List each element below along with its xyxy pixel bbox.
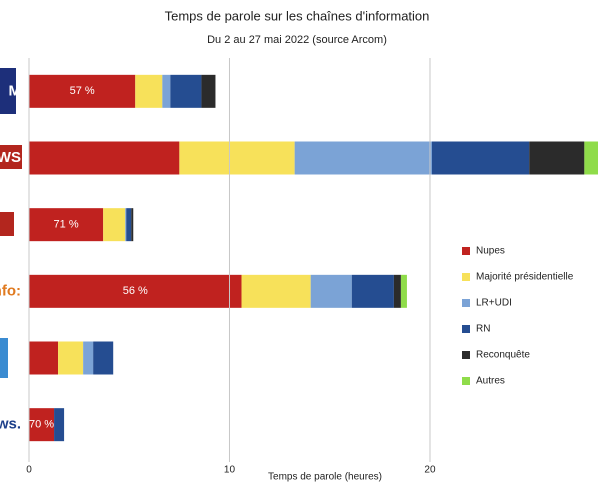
logo-box xyxy=(0,212,14,236)
x-tick-label: 0 xyxy=(26,465,32,476)
x-axis-label: Temps de parole (heures) xyxy=(268,472,382,483)
bar-segment xyxy=(393,274,401,308)
bar-segment xyxy=(529,141,585,175)
plot xyxy=(29,74,598,442)
legend-swatch xyxy=(462,273,470,281)
bar-segment xyxy=(179,141,295,175)
share-label: 57 % xyxy=(70,85,95,97)
bar-segment xyxy=(310,274,352,308)
bar-segment xyxy=(29,408,55,442)
bar-segment xyxy=(131,208,134,242)
legend-label: RN xyxy=(476,324,490,335)
bar-segment xyxy=(54,408,65,442)
bar-segment xyxy=(83,341,94,375)
category-label: M xyxy=(9,82,22,99)
legend-swatch xyxy=(462,299,470,307)
legend-swatch xyxy=(462,325,470,333)
category-label: WS xyxy=(0,149,21,166)
legend-swatch xyxy=(462,247,470,255)
bar-segment xyxy=(126,208,132,242)
bar-segment xyxy=(29,74,136,108)
legend-label: Reconquête xyxy=(476,350,530,361)
chart-title: Temps de parole sur les chaînes d'inform… xyxy=(165,8,430,23)
share-label: 70 % xyxy=(29,419,54,431)
x-tick-label: 10 xyxy=(224,465,236,476)
legend-label: LR+UDI xyxy=(476,298,512,309)
bar-segment xyxy=(58,341,84,375)
bar-segment xyxy=(170,74,202,108)
bar-segment xyxy=(201,74,216,108)
legend-swatch xyxy=(462,351,470,359)
category-label: nfo: xyxy=(0,282,21,299)
legend-label: Autres xyxy=(476,376,505,387)
category-label: ws. xyxy=(0,416,21,433)
bar-segment xyxy=(29,274,242,308)
x-tick-label: 20 xyxy=(424,465,436,476)
bar-segment xyxy=(93,341,114,375)
bar-segment xyxy=(135,74,163,108)
legend-label: Majorité présidentielle xyxy=(476,272,574,283)
bar-segment xyxy=(241,274,311,308)
logo-box xyxy=(0,145,22,169)
bar-segment xyxy=(125,208,127,242)
bar-segment xyxy=(162,74,171,108)
bar-segment xyxy=(103,208,126,242)
share-label: 56 % xyxy=(123,285,148,297)
category-label: I xyxy=(17,216,21,233)
bar-segment xyxy=(400,274,407,308)
legend-swatch xyxy=(462,377,470,385)
bar-segment xyxy=(351,274,394,308)
logo-box xyxy=(0,338,8,378)
bar-segment xyxy=(29,341,59,375)
chart-subtitle: Du 2 au 27 mai 2022 (source Arcom) xyxy=(207,34,387,46)
bar-segment xyxy=(29,208,104,242)
bar-segment xyxy=(29,141,180,175)
bar-segment xyxy=(584,141,598,175)
bar-segment xyxy=(431,141,530,175)
legend-label: Nupes xyxy=(476,246,505,257)
bar-segment xyxy=(294,141,432,175)
logo-box xyxy=(0,68,16,114)
share-label: 71 % xyxy=(54,219,79,231)
